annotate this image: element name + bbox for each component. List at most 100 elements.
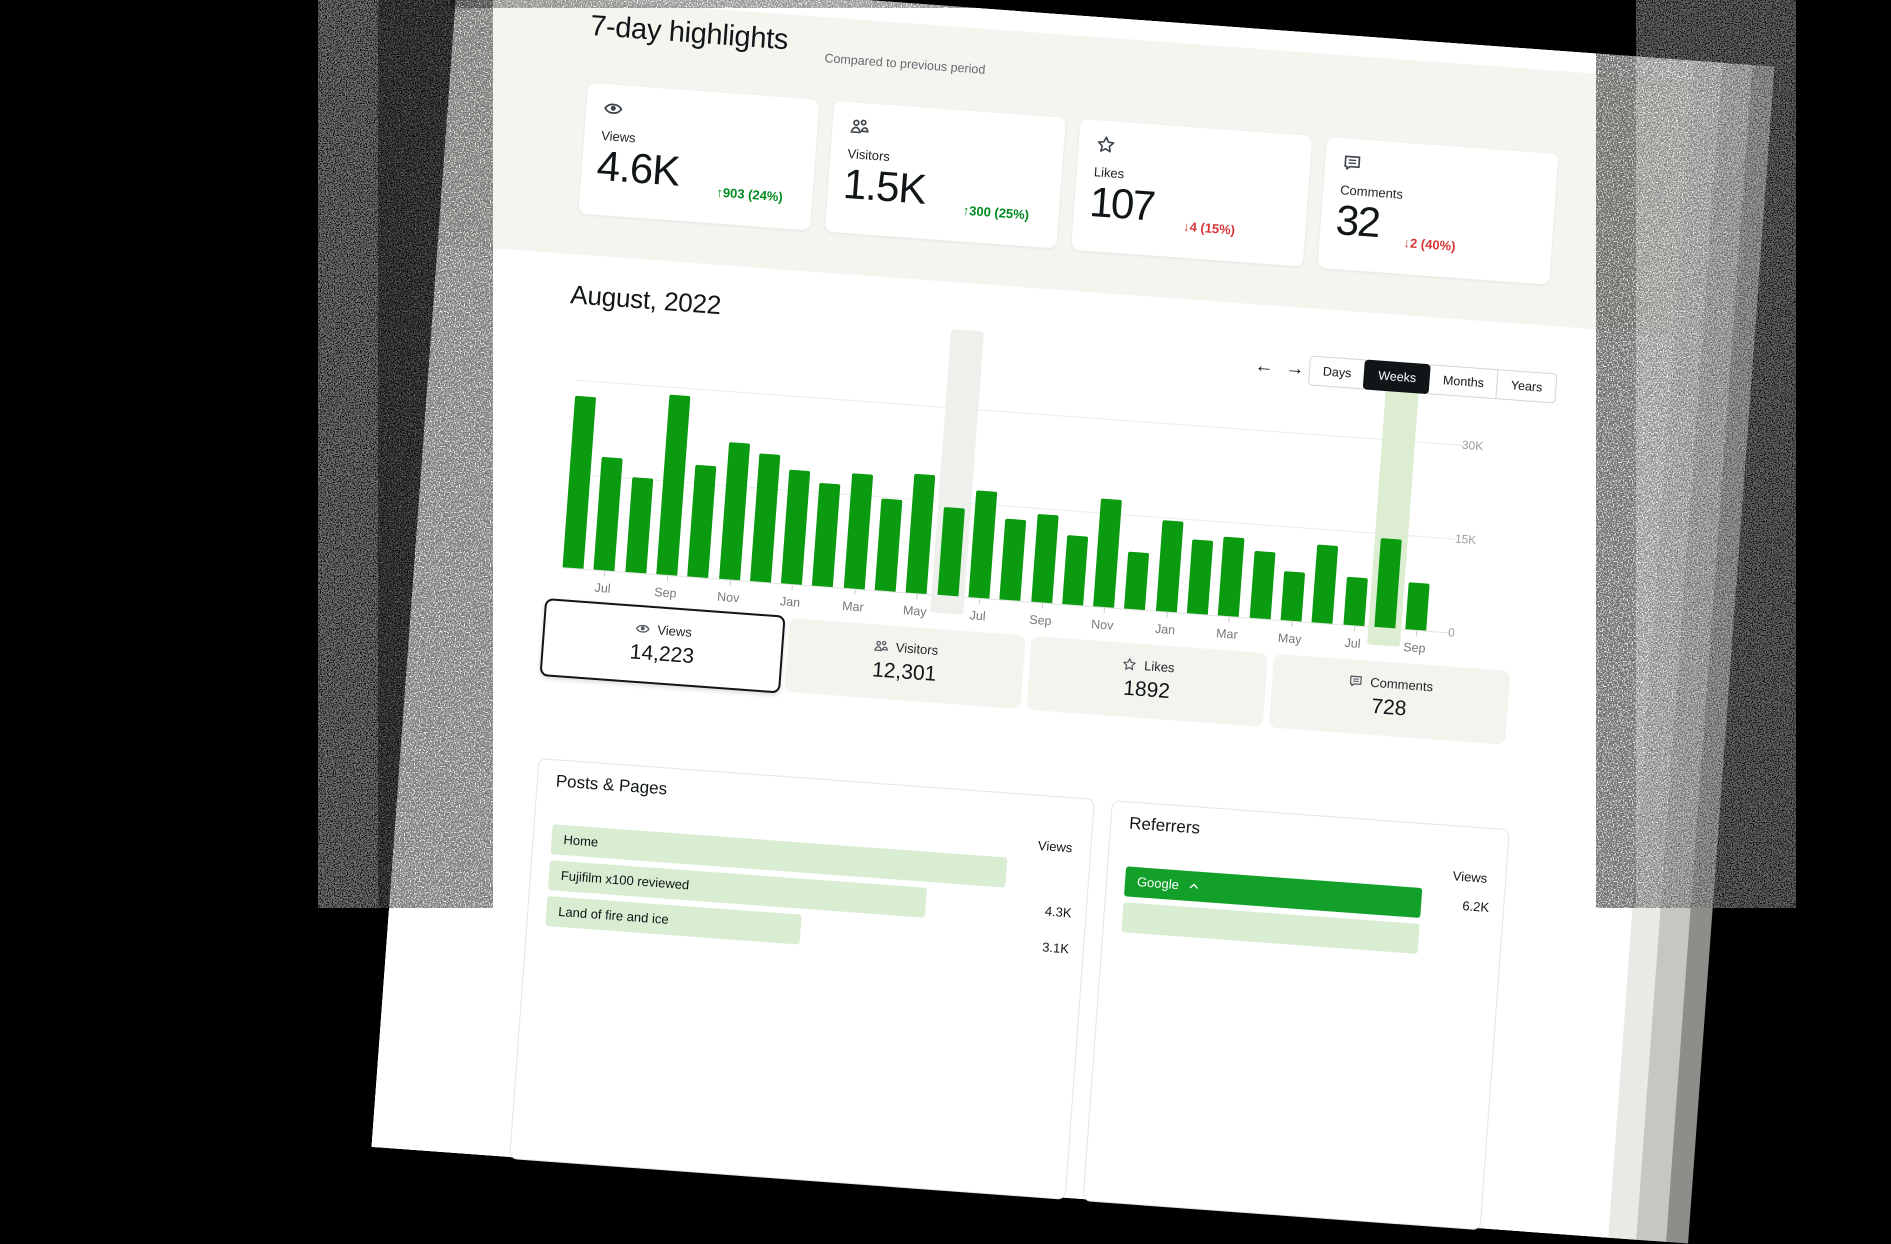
x-axis-label: Jan <box>779 594 801 610</box>
x-axis-tick <box>1103 607 1105 614</box>
referrers-views-column-header: Views <box>1452 868 1488 886</box>
previous-period-button[interactable]: ← <box>1250 353 1278 381</box>
summary-tab-label: Views <box>656 622 693 640</box>
kpi-card-views: Views 4.6K ↑903 (24%) <box>578 82 820 231</box>
summary-tab-visitors[interactable]: Visitors 12,301 <box>784 618 1026 710</box>
people-icon <box>873 638 889 654</box>
y-axis-label: 30K <box>1461 437 1484 454</box>
referrer-row-bar: Google <box>1123 866 1423 919</box>
next-period-button[interactable]: → <box>1281 355 1309 383</box>
right-arrow-icon: → <box>1284 357 1306 381</box>
chart-bar-nov-2021[interactable] <box>1093 498 1122 608</box>
tab-weeks[interactable]: Weeks <box>1363 359 1432 395</box>
chart-bar-feb-2021[interactable] <box>811 482 841 588</box>
chart-bar-may-2022[interactable] <box>1280 571 1306 622</box>
referrer-row-value <box>1428 925 1488 929</box>
kpi-delta: ↑300 (25%) <box>962 202 1030 223</box>
kpi-delta: ↑903 (24%) <box>715 184 784 205</box>
x-axis-label: May <box>1277 630 1303 647</box>
star-icon <box>1095 134 1116 155</box>
chart-bar-aug-2021[interactable] <box>999 518 1027 601</box>
x-axis-tick <box>978 598 980 604</box>
kpi-value: 32 <box>1334 196 1381 247</box>
comment-icon <box>1348 673 1364 689</box>
kpi-card-likes: Likes 107 ↓4 (15%) <box>1071 119 1313 267</box>
tab-days[interactable]: Days <box>1307 355 1367 390</box>
chart-bar-apr-2021[interactable] <box>874 498 903 592</box>
referrer-row-label: Google <box>1136 874 1180 893</box>
x-axis-label: Jul <box>1344 635 1362 651</box>
referrer-row-google[interactable]: Google 6.2K <box>1123 866 1490 922</box>
summary-tabs: Views 14,223 Visitors 12,301 Likes 1892 Commen… <box>458 0 1695 745</box>
chart-bar-may-2021[interactable] <box>905 473 936 594</box>
kpi-card-row: Views 4.6K ↑903 (24%) Visitors 1.5K ↑300 (25%… <box>458 0 1695 285</box>
referrers-title: Referrers <box>1128 813 1201 838</box>
x-axis-tick <box>729 580 731 586</box>
x-axis-tick <box>790 585 793 591</box>
chart-bar-feb-2022[interactable] <box>1186 539 1214 615</box>
x-axis-tick <box>1165 612 1168 618</box>
eye-icon <box>635 621 651 637</box>
tab-months[interactable]: Months <box>1428 364 1500 400</box>
kpi-card-visitors: Visitors 1.5K ↑300 (25%) <box>824 100 1066 249</box>
chart-bar-jun-2022[interactable] <box>1311 544 1339 624</box>
chart-bar-mar-2022[interactable] <box>1217 536 1245 617</box>
chart-bar-jan-2021[interactable] <box>780 469 811 585</box>
chart-bar-mar-2021[interactable] <box>843 473 874 590</box>
x-axis-label: Mar <box>841 598 865 615</box>
chart-bar-dec-2021[interactable] <box>1124 551 1150 611</box>
chart-bar-jul-2022[interactable] <box>1343 576 1368 627</box>
chart-bar-sep-2022[interactable] <box>1405 582 1430 631</box>
chart-bar-jul-2021[interactable] <box>968 490 998 599</box>
summary-tab-views[interactable]: Views 14,223 <box>539 598 786 694</box>
summary-tab-label: Visitors <box>895 639 939 658</box>
chart-bar-jan-2022[interactable] <box>1155 520 1184 613</box>
chart-bar-oct-2021[interactable] <box>1062 535 1089 606</box>
period-title: August, 2022 <box>569 279 723 321</box>
comment-icon <box>1342 152 1363 173</box>
chart-bar-nov-2020[interactable] <box>719 442 751 581</box>
x-axis-tick <box>1227 617 1230 623</box>
granularity-tabs: Days Weeks Months Years <box>1307 355 1558 404</box>
post-row-value: 4.3K <box>1044 903 1073 921</box>
x-axis-label: Jan <box>1154 621 1176 638</box>
eye-icon <box>603 98 624 119</box>
x-axis-tick <box>1353 626 1355 632</box>
posts-views-column-header: Views <box>1037 837 1073 856</box>
y-axis-label: 15K <box>1454 531 1477 548</box>
chart-bar-sep-2021[interactable] <box>1031 513 1059 604</box>
chart-bar-apr-2022[interactable] <box>1249 550 1276 620</box>
kpi-card-comments: Comments 32 ↓2 (40%) <box>1317 137 1559 285</box>
chart-bar-jun-2020[interactable] <box>562 395 597 569</box>
x-axis-tick <box>1415 630 1417 636</box>
kpi-value: 107 <box>1088 177 1156 230</box>
chart-bar-sep-2020[interactable] <box>656 394 691 576</box>
kpi-delta: ↓4 (15%) <box>1182 218 1236 238</box>
chart-bar-dec-2020[interactable] <box>750 453 781 583</box>
x-axis-label: Sep <box>653 585 678 601</box>
x-axis-label: Nov <box>716 589 740 606</box>
summary-tab-likes[interactable]: Likes 1892 <box>1026 635 1269 727</box>
post-row-value <box>1015 858 1075 862</box>
chevron-up-icon <box>1187 880 1200 893</box>
kpi-delta: ↓2 (40%) <box>1403 235 1457 254</box>
post-row-value: 3.1K <box>1041 939 1070 957</box>
summary-tab-label: Likes <box>1143 658 1176 676</box>
chart-bar-aug-2020[interactable] <box>625 477 654 574</box>
x-axis-tick <box>853 589 856 595</box>
x-axis-tick <box>666 575 668 581</box>
x-axis-label: Sep <box>1402 640 1427 656</box>
x-axis-label: May <box>902 603 928 620</box>
tab-years[interactable]: Years <box>1495 369 1558 404</box>
people-icon <box>849 116 870 137</box>
x-axis-tick <box>1290 621 1293 627</box>
x-axis-label: Jul <box>594 580 612 596</box>
x-axis-label: Jul <box>969 608 987 624</box>
referrer-row-value: 6.2K <box>1461 898 1490 916</box>
chart-bar-jul-2020[interactable] <box>593 456 623 572</box>
x-axis-label: Sep <box>1028 612 1053 629</box>
summary-tab-comments[interactable]: Comments 728 <box>1268 653 1511 745</box>
x-axis-label: Nov <box>1090 617 1114 633</box>
referrers-card: Referrers Views Google 6.2K <box>1082 800 1510 1231</box>
posts-pages-card: Posts & Pages Views Home Fujifilm x100 re… <box>509 758 1096 1200</box>
